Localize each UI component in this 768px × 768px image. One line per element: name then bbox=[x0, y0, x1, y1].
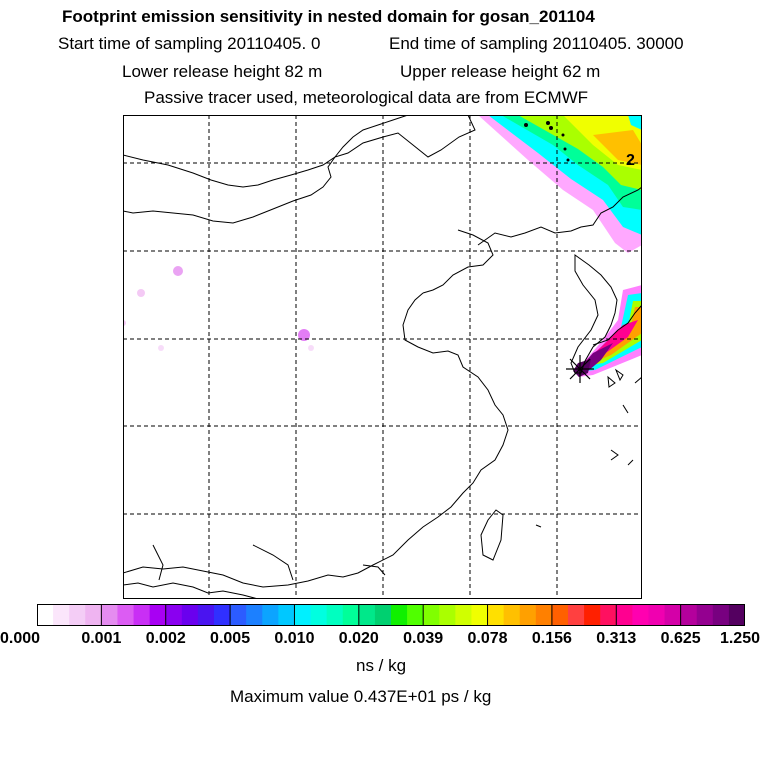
start-time-text: Start time of sampling 20110405. 0 bbox=[58, 34, 320, 54]
colorbar-tick-label: 0.001 bbox=[81, 630, 121, 648]
upper-release-text: Upper release height 62 m bbox=[400, 62, 600, 82]
colorbar-swatch bbox=[230, 604, 247, 626]
end-time-text: End time of sampling 20110405. 30000 bbox=[389, 34, 684, 54]
colorbar-swatch bbox=[327, 604, 344, 626]
colorbar-swatch bbox=[117, 604, 134, 626]
footprint-map bbox=[123, 115, 642, 599]
colorbar-tick-label: 0.020 bbox=[339, 630, 379, 648]
colorbar-swatch bbox=[278, 604, 295, 626]
tracer-info-text: Passive tracer used, meteorological data… bbox=[144, 88, 588, 108]
max-value-text: Maximum value 0.437E+01 ps / kg bbox=[230, 687, 491, 707]
colorbar-swatch bbox=[37, 604, 54, 626]
colorbar-swatch bbox=[423, 604, 440, 626]
colorbar-swatch bbox=[471, 604, 488, 626]
colorbar-swatch bbox=[455, 604, 472, 626]
colorbar-tick-label: 0.313 bbox=[596, 630, 636, 648]
colorbar-swatch bbox=[648, 604, 665, 626]
colorbar-swatch bbox=[697, 604, 714, 626]
colorbar-swatch bbox=[520, 604, 537, 626]
colorbar-swatch bbox=[182, 604, 199, 626]
colorbar-swatch bbox=[584, 604, 601, 626]
colorbar-swatch bbox=[375, 604, 392, 626]
colorbar-swatch bbox=[681, 604, 698, 626]
colorbar-swatch bbox=[359, 604, 376, 626]
colorbar bbox=[37, 604, 745, 626]
colorbar-tick-label: 0.010 bbox=[274, 630, 314, 648]
station-marker bbox=[566, 355, 594, 383]
colorbar-swatch bbox=[166, 604, 183, 626]
colorbar-swatch bbox=[616, 604, 633, 626]
colorbar-swatch bbox=[134, 604, 151, 626]
colorbar-tick-label: 0.156 bbox=[532, 630, 572, 648]
lower-release-text: Lower release height 82 m bbox=[122, 62, 322, 82]
colorbar-swatch bbox=[568, 604, 585, 626]
colorbar-swatch bbox=[600, 604, 617, 626]
colorbar-swatch bbox=[214, 604, 231, 626]
colorbar-swatch bbox=[665, 604, 682, 626]
colorbar-swatch bbox=[488, 604, 505, 626]
colorbar-tick-label: 0.005 bbox=[210, 630, 250, 648]
plot-title: Footprint emission sensitivity in nested… bbox=[62, 7, 595, 27]
colorbar-swatch bbox=[246, 604, 263, 626]
colorbar-unit: ns / kg bbox=[356, 656, 406, 676]
contour-label: 2 bbox=[626, 152, 635, 170]
colorbar-swatch bbox=[311, 604, 328, 626]
colorbar-swatch bbox=[552, 604, 569, 626]
colorbar-tick-label: 0.002 bbox=[146, 630, 186, 648]
colorbar-swatch bbox=[713, 604, 730, 626]
colorbar-swatch bbox=[85, 604, 102, 626]
colorbar-swatch bbox=[407, 604, 424, 626]
colorbar-swatch bbox=[439, 604, 456, 626]
colorbar-tick-label: 0.039 bbox=[403, 630, 443, 648]
colorbar-swatch bbox=[294, 604, 311, 626]
colorbar-tick-label: 0.000 bbox=[0, 630, 40, 648]
colorbar-swatch bbox=[150, 604, 167, 626]
colorbar-swatch bbox=[504, 604, 521, 626]
colorbar-swatch bbox=[632, 604, 649, 626]
colorbar-swatch bbox=[53, 604, 70, 626]
colorbar-tick-label: 0.078 bbox=[468, 630, 508, 648]
colorbar-swatch bbox=[262, 604, 279, 626]
colorbar-swatch bbox=[729, 604, 745, 626]
sensitivity-plume bbox=[123, 115, 642, 377]
colorbar-swatch bbox=[198, 604, 215, 626]
colorbar-swatch bbox=[536, 604, 553, 626]
colorbar-swatch bbox=[343, 604, 360, 626]
colorbar-swatch bbox=[69, 604, 86, 626]
colorbar-tick-label: 0.625 bbox=[661, 630, 701, 648]
colorbar-swatch bbox=[101, 604, 118, 626]
colorbar-swatch bbox=[391, 604, 408, 626]
colorbar-tick-label: 1.250 bbox=[720, 630, 760, 648]
